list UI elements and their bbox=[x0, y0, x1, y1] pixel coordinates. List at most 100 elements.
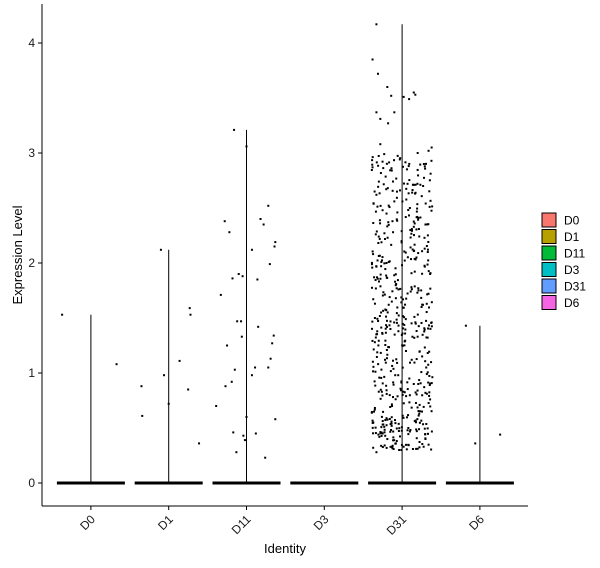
data-point bbox=[385, 212, 388, 215]
data-point bbox=[415, 256, 418, 259]
data-point bbox=[380, 311, 383, 314]
data-point bbox=[401, 306, 404, 309]
data-point bbox=[388, 161, 391, 164]
data-point bbox=[371, 360, 374, 363]
data-point bbox=[421, 355, 424, 358]
data-point bbox=[381, 394, 384, 397]
data-point bbox=[410, 286, 413, 289]
data-point bbox=[389, 423, 392, 426]
data-point bbox=[426, 432, 429, 435]
data-point bbox=[430, 321, 433, 324]
data-point bbox=[379, 172, 382, 175]
data-point bbox=[394, 280, 397, 283]
data-point bbox=[426, 336, 429, 339]
data-point bbox=[140, 385, 143, 388]
data-point bbox=[429, 327, 432, 330]
data-point bbox=[406, 182, 409, 185]
data-point bbox=[381, 209, 384, 212]
data-point bbox=[413, 361, 416, 364]
data-point bbox=[392, 381, 395, 384]
data-point bbox=[418, 403, 421, 406]
data-point bbox=[393, 159, 396, 162]
data-point bbox=[417, 216, 420, 219]
violin-D3 bbox=[290, 481, 359, 485]
data-point bbox=[430, 382, 433, 385]
data-point bbox=[400, 389, 403, 392]
data-point bbox=[409, 361, 412, 364]
data-point bbox=[273, 245, 276, 248]
data-point bbox=[254, 432, 257, 435]
data-point bbox=[385, 384, 388, 387]
data-point bbox=[387, 223, 390, 226]
data-point bbox=[371, 421, 374, 424]
data-point bbox=[371, 426, 374, 429]
data-point bbox=[397, 288, 400, 291]
data-point bbox=[381, 420, 384, 423]
data-point bbox=[407, 209, 410, 212]
data-point bbox=[375, 230, 378, 233]
data-point bbox=[386, 311, 389, 314]
data-point bbox=[425, 336, 428, 339]
data-point bbox=[409, 290, 412, 293]
data-point bbox=[376, 277, 379, 280]
data-point bbox=[382, 410, 385, 413]
data-point bbox=[385, 357, 388, 360]
legend-label: D1 bbox=[564, 230, 580, 244]
data-point bbox=[391, 447, 394, 450]
data-point bbox=[427, 223, 430, 226]
data-point bbox=[372, 298, 375, 301]
axes: 0 1 2 3 4 D0 D1 D11 D3 D31 D6 bbox=[28, 4, 528, 538]
data-point bbox=[403, 344, 406, 347]
data-point bbox=[372, 446, 375, 449]
data-point bbox=[429, 287, 432, 290]
data-point bbox=[376, 72, 379, 75]
data-point bbox=[245, 145, 248, 148]
data-point bbox=[401, 264, 404, 267]
data-point bbox=[424, 391, 427, 394]
data-point bbox=[371, 419, 374, 422]
data-point bbox=[394, 442, 397, 445]
data-point bbox=[403, 323, 406, 326]
data-point bbox=[372, 221, 375, 224]
data-point bbox=[379, 285, 382, 288]
data-point bbox=[428, 350, 431, 353]
data-point bbox=[226, 344, 229, 347]
data-point bbox=[385, 315, 388, 318]
data-point bbox=[381, 160, 384, 163]
data-point bbox=[402, 327, 405, 330]
data-point bbox=[215, 405, 218, 407]
data-point bbox=[391, 220, 394, 223]
data-point bbox=[372, 253, 375, 256]
data-point bbox=[398, 427, 401, 430]
data-point bbox=[464, 324, 467, 327]
data-point bbox=[402, 95, 405, 98]
data-point bbox=[402, 445, 405, 448]
data-point bbox=[383, 428, 386, 431]
data-point bbox=[422, 423, 425, 426]
data-point bbox=[422, 163, 425, 165]
data-point bbox=[382, 423, 385, 426]
data-point bbox=[382, 183, 385, 186]
legend-swatch bbox=[541, 245, 557, 261]
data-point bbox=[417, 410, 420, 413]
data-point bbox=[394, 422, 397, 425]
data-point bbox=[374, 426, 377, 429]
legend-label: D6 bbox=[564, 296, 580, 310]
data-point bbox=[388, 260, 391, 263]
data-point bbox=[405, 297, 408, 300]
data-point bbox=[375, 333, 378, 336]
data-point bbox=[413, 420, 416, 423]
data-point bbox=[499, 433, 502, 436]
data-point bbox=[420, 321, 423, 324]
data-point bbox=[419, 216, 422, 219]
data-point bbox=[422, 445, 425, 448]
data-point bbox=[377, 242, 380, 245]
data-point bbox=[377, 180, 380, 183]
data-point bbox=[411, 248, 414, 251]
data-point bbox=[380, 431, 383, 434]
data-point bbox=[379, 432, 382, 435]
data-point bbox=[388, 324, 391, 327]
y-tick-label: 2 bbox=[28, 256, 35, 270]
data-point bbox=[235, 451, 238, 454]
data-point bbox=[371, 166, 374, 169]
